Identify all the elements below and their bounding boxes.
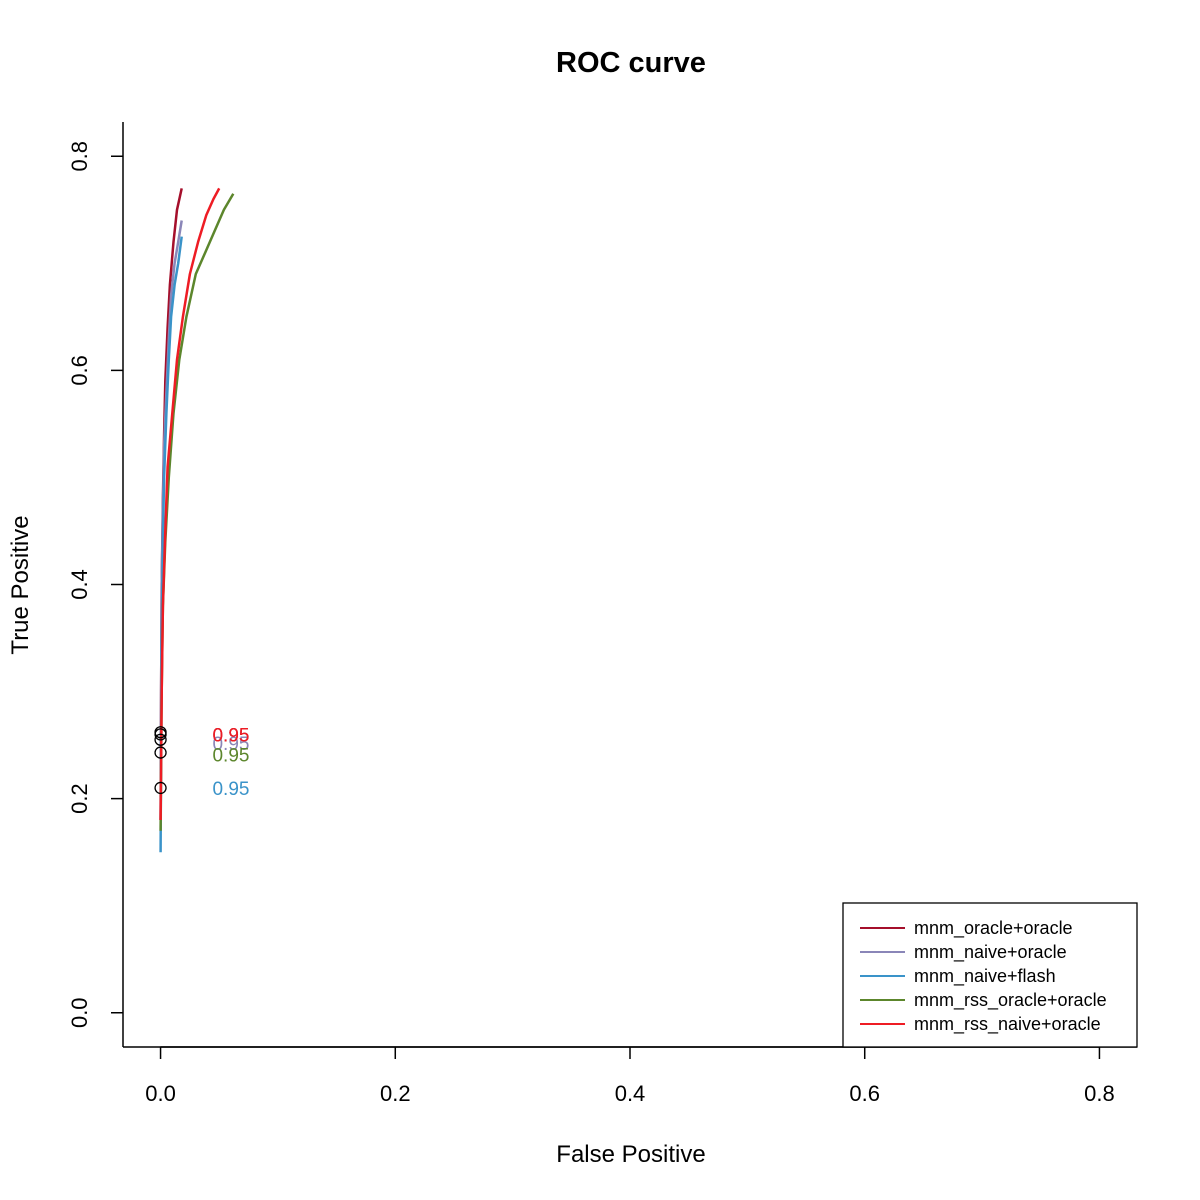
x-tick-label: 0.0	[145, 1081, 176, 1106]
legend-label: mnm_rss_oracle+oracle	[914, 990, 1107, 1011]
x-tick-label: 0.6	[849, 1081, 880, 1106]
y-tick-label: 0.8	[67, 141, 92, 172]
y-tick-label: 0.0	[67, 997, 92, 1028]
threshold-label: 0.95	[212, 725, 249, 746]
threshold-label: 0.95	[212, 734, 249, 755]
legend-label: mnm_oracle+oracle	[914, 918, 1073, 939]
y-tick-label: 0.2	[67, 783, 92, 814]
y-axis-label: True Positive	[7, 515, 34, 654]
x-tick-label: 0.2	[380, 1081, 411, 1106]
legend: mnm_oracle+oracle mnm_naive+oracle mnm_nai…	[842, 902, 1138, 1048]
threshold-marker	[154, 746, 167, 759]
legend-label: mnm_naive+flash	[914, 966, 1056, 987]
x-tick-label: 0.4	[615, 1081, 646, 1106]
threshold-label: 0.95	[212, 725, 249, 746]
x-axis-label: False Positive	[556, 1141, 705, 1168]
threshold-label: 0.95	[212, 779, 249, 800]
y-axis: 0.0 0.2 0.4 0.6 0.8	[67, 141, 123, 1028]
threshold-marker	[154, 781, 167, 795]
legend-label: mnm_naive+oracle	[914, 942, 1067, 963]
threshold-markers	[154, 726, 167, 795]
legend-label: mnm_rss_naive+oracle	[914, 1014, 1101, 1035]
y-tick-label: 0.4	[67, 569, 92, 600]
chart-title: ROC curve	[556, 47, 706, 79]
y-tick-label: 0.6	[67, 355, 92, 386]
threshold-labels: 0.950.950.950.950.95	[212, 725, 249, 800]
threshold-marker	[154, 733, 167, 746]
series-lines	[159, 187, 235, 853]
x-tick-label: 0.8	[1084, 1081, 1115, 1106]
threshold-label: 0.95	[212, 746, 249, 767]
threshold-marker	[154, 726, 167, 739]
x-axis: 0.0 0.2 0.4 0.6 0.8	[145, 1046, 1115, 1106]
series-line	[159, 187, 221, 821]
